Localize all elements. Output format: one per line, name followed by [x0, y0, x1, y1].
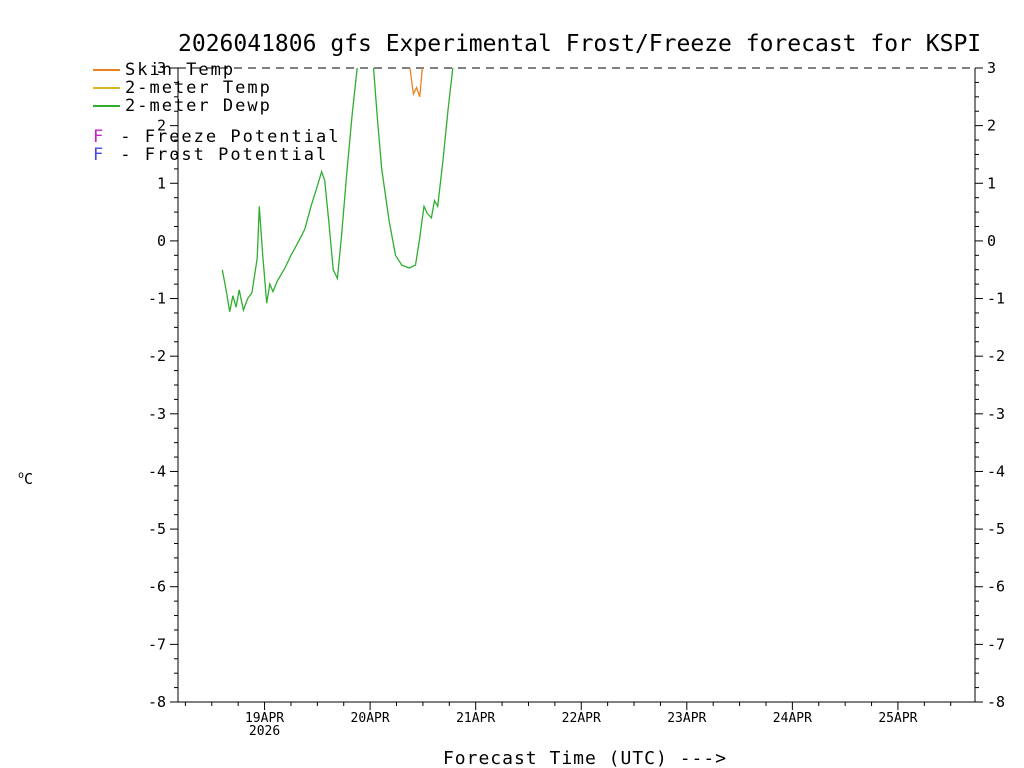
y-tick-label-right: -8 [987, 693, 1005, 711]
y-tick-label-right: 0 [987, 232, 996, 250]
2-meter-temp-line-swatch [93, 87, 120, 89]
y-tick-label-left: -7 [148, 635, 166, 653]
y-tick-label-left: -6 [148, 578, 166, 596]
legend-item-2-meter-temp: 2-meter Temp [93, 78, 272, 98]
y-tick-label-right: 2 [987, 117, 996, 135]
legend-item-2-meter-dewp: 2-meter Dewp [93, 96, 272, 116]
y-tick-label-left: 1 [157, 174, 166, 192]
chart-title: 2026041806 gfs Experimental Frost/Freeze… [178, 31, 982, 57]
y-tick-label-left: 0 [157, 232, 166, 250]
x-tick-label: 24APR [773, 711, 812, 726]
y-tick-label-left: -1 [148, 290, 166, 308]
2-meter-dewp-line-swatch [93, 105, 120, 107]
y-tick-label-left: -8 [148, 693, 166, 711]
y-tick-label-left: 3 [157, 59, 166, 77]
y-tick-label-right: 1 [987, 174, 996, 192]
y-tick-label-left: 2 [157, 117, 166, 135]
y-tick-label-left: -5 [148, 520, 166, 538]
y-tick-label-right: -3 [987, 405, 1005, 423]
potential-legend: F - Freeze Potential F - Frost Potential [93, 127, 341, 165]
series-line-skin-temp [409, 68, 424, 98]
x-tick-label: 25APR [878, 711, 917, 726]
y-unit-sup: o [18, 470, 25, 481]
legend-label-frost-potential: - Frost Potential [120, 145, 329, 165]
y-tick-label-right: -4 [987, 462, 1005, 480]
x-tick-label: 19APR [245, 711, 284, 726]
x-axis-label: Forecast Time (UTC) ---> [442, 748, 728, 768]
x-tick-label: 21APR [456, 711, 495, 726]
y-tick-label-right: -2 [987, 347, 1005, 365]
legend-item-frost-potential: F - Frost Potential [93, 145, 340, 165]
y-tick-label-left: -3 [148, 405, 166, 423]
legend-item-skin-temp: Skin Temp [93, 60, 272, 80]
y-tick-label-left: -4 [148, 462, 166, 480]
x-tick-label: 20APR [351, 711, 390, 726]
y-tick-label-right: -1 [987, 290, 1005, 308]
frost-flag-letter: F [93, 145, 106, 165]
x-tick-label: 22APR [562, 711, 601, 726]
y-tick-label-right: 3 [987, 59, 996, 77]
legend-label-skin-temp: Skin Temp [125, 60, 236, 80]
legend-label-2-meter-dewp: 2-meter Dewp [125, 96, 272, 116]
y-unit-base: C [24, 470, 34, 488]
y-tick-label-left: -2 [148, 347, 166, 365]
x-axis-year-label: 2026 [249, 724, 280, 739]
x-tick-label: 23APR [667, 711, 706, 726]
skin-temp-line-swatch [93, 69, 120, 71]
y-axis-unit-label: oC [18, 470, 33, 488]
legend-label-freeze-potential: - Freeze Potential [120, 127, 341, 147]
legend-item-freeze-potential: F - Freeze Potential [93, 127, 341, 147]
series-line-2-meter-dewp [221, 68, 454, 313]
y-tick-label-right: -5 [987, 520, 1005, 538]
y-tick-label-right: -6 [987, 578, 1005, 596]
chart-legend: Skin Temp 2-meter Temp 2-meter Dewp [93, 60, 272, 116]
legend-label-2-meter-temp: 2-meter Temp [125, 78, 272, 98]
y-tick-label-right: -7 [987, 635, 1005, 653]
freeze-flag-letter: F [93, 127, 106, 147]
